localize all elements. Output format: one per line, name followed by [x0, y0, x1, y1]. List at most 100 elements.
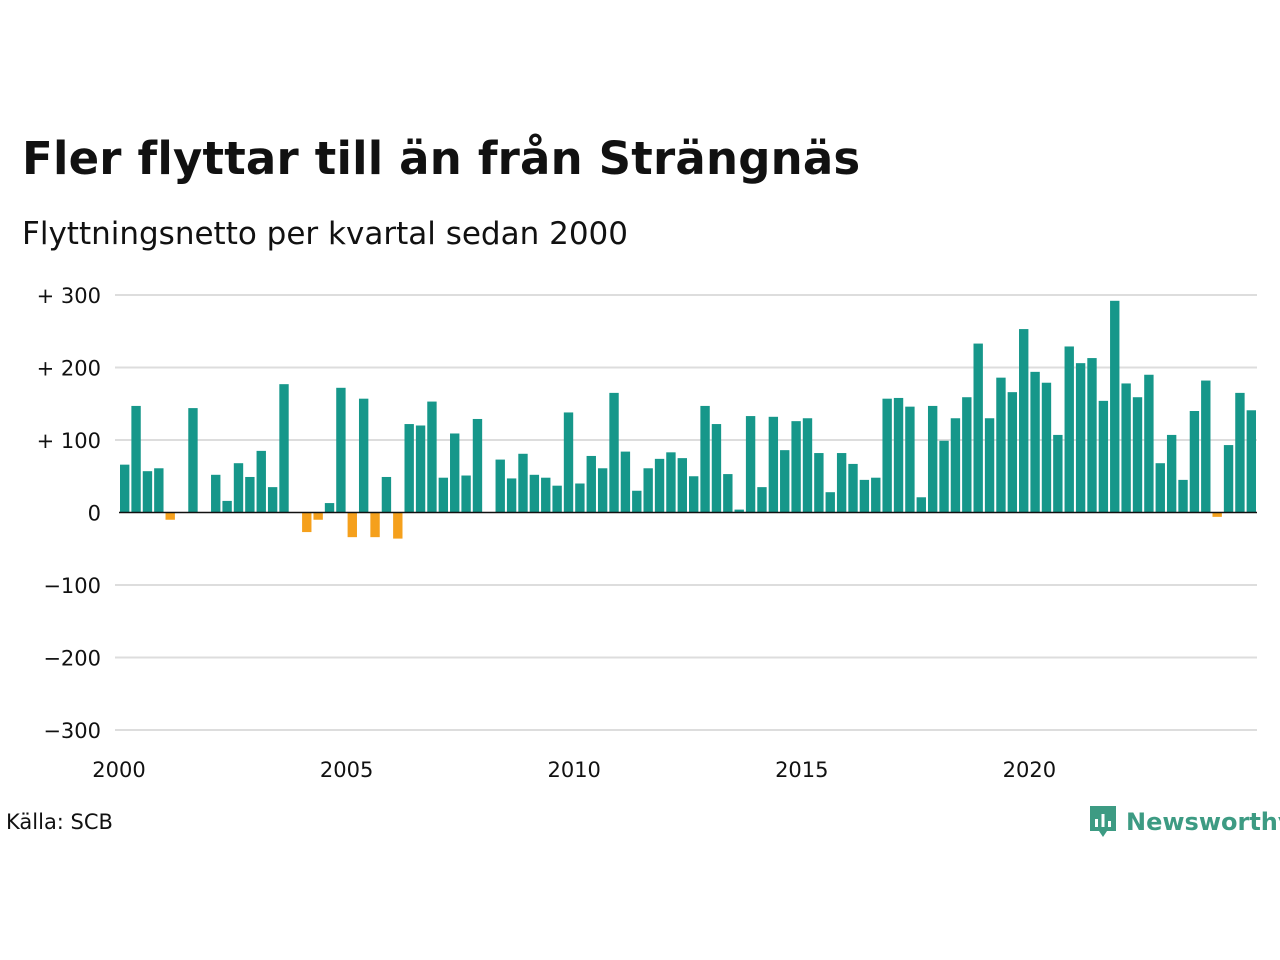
bar	[438, 477, 449, 513]
bar	[222, 500, 232, 513]
y-tick-label: 0	[88, 502, 101, 526]
x-tick-label: 2000	[92, 758, 145, 782]
bar	[1007, 392, 1018, 513]
bar	[632, 490, 642, 513]
bar	[233, 463, 244, 513]
bar	[757, 487, 767, 513]
bar	[666, 452, 676, 513]
y-tick-label: + 100	[37, 429, 101, 453]
bar	[450, 433, 460, 513]
bar	[313, 512, 323, 520]
bar	[256, 450, 266, 513]
bar	[1121, 383, 1131, 513]
bar	[1064, 346, 1074, 513]
bar	[358, 398, 369, 513]
x-tick-label: 2015	[775, 758, 828, 782]
bar	[552, 485, 562, 513]
chart-subtitle: Flyttningsnetto per kvartal sedan 2000	[22, 216, 628, 252]
bar	[279, 384, 289, 513]
source-note: Källa: SCB	[6, 810, 113, 834]
bars	[120, 300, 1256, 539]
y-tick-label: −200	[43, 647, 101, 671]
bar	[996, 377, 1006, 513]
bar	[1223, 445, 1234, 513]
bar	[893, 397, 904, 513]
bar	[689, 476, 699, 513]
bar	[120, 464, 130, 513]
bar	[370, 512, 380, 538]
bar	[324, 503, 335, 513]
bar	[745, 416, 756, 513]
bar	[1030, 371, 1040, 513]
bar	[1132, 397, 1143, 513]
bar	[1246, 410, 1256, 513]
bar	[142, 471, 153, 513]
bar	[1098, 400, 1109, 513]
bar	[654, 458, 665, 513]
bar	[1053, 434, 1063, 513]
x-tick-label: 2010	[547, 758, 600, 782]
bar	[984, 418, 995, 513]
bar	[836, 453, 847, 513]
bar	[472, 418, 483, 513]
bar	[1041, 382, 1052, 513]
brand-name: Newsworthy	[1126, 808, 1280, 836]
bar	[768, 416, 779, 513]
bar	[336, 387, 346, 513]
bar	[1075, 363, 1086, 513]
bar	[302, 512, 312, 533]
y-axis-labels: + 300 + 200 + 100 0 −100 −200 −300	[37, 284, 101, 743]
bar	[609, 392, 619, 513]
bar	[404, 424, 414, 513]
bar	[393, 512, 403, 539]
bar	[723, 474, 733, 513]
y-tick-label: + 200	[37, 357, 101, 381]
bar	[575, 483, 585, 513]
bar	[927, 405, 938, 513]
bar	[415, 425, 426, 513]
bar	[871, 477, 881, 513]
bar	[734, 509, 744, 513]
bar	[267, 487, 278, 513]
bar	[188, 408, 198, 513]
bar	[643, 468, 653, 513]
bar	[780, 450, 790, 513]
bar	[620, 451, 631, 513]
bar	[1166, 434, 1177, 513]
bar	[1212, 512, 1222, 517]
x-tick-label: 2005	[320, 758, 373, 782]
bar	[825, 492, 835, 513]
bar	[154, 468, 164, 513]
bar	[973, 343, 983, 513]
bar	[131, 405, 141, 513]
bar	[1155, 463, 1165, 513]
bar	[597, 468, 608, 513]
x-axis-labels: 2000 2005 2010 2015 2020	[92, 758, 1056, 782]
bar	[791, 421, 801, 513]
bar	[939, 440, 949, 513]
bar	[165, 512, 175, 520]
newsworthy-logo-icon	[1090, 806, 1116, 837]
bar-chart: + 300 + 200 + 100 0 −100 −200 −300 2000 2005 201…	[37, 284, 1257, 782]
bar	[950, 418, 961, 513]
bar	[1144, 374, 1154, 513]
chart-title: Fler flyttar till än från Strängnäs	[22, 132, 861, 185]
bar	[1019, 329, 1029, 513]
bar	[848, 463, 858, 513]
bar	[541, 477, 551, 513]
bar	[962, 397, 972, 513]
y-tick-label: −100	[43, 574, 101, 598]
bar	[1178, 479, 1188, 513]
bar	[381, 476, 392, 513]
bar	[677, 458, 687, 513]
bar	[506, 478, 517, 513]
bar	[1110, 300, 1120, 513]
bar	[1087, 358, 1097, 513]
y-tick-label: −300	[43, 719, 101, 743]
newsworthy-brand[interactable]: Newsworthy	[1088, 804, 1280, 840]
bar	[814, 453, 824, 513]
y-tick-label: + 300	[37, 284, 101, 308]
bar	[563, 412, 574, 513]
bar	[1235, 392, 1245, 513]
bar	[916, 497, 926, 513]
